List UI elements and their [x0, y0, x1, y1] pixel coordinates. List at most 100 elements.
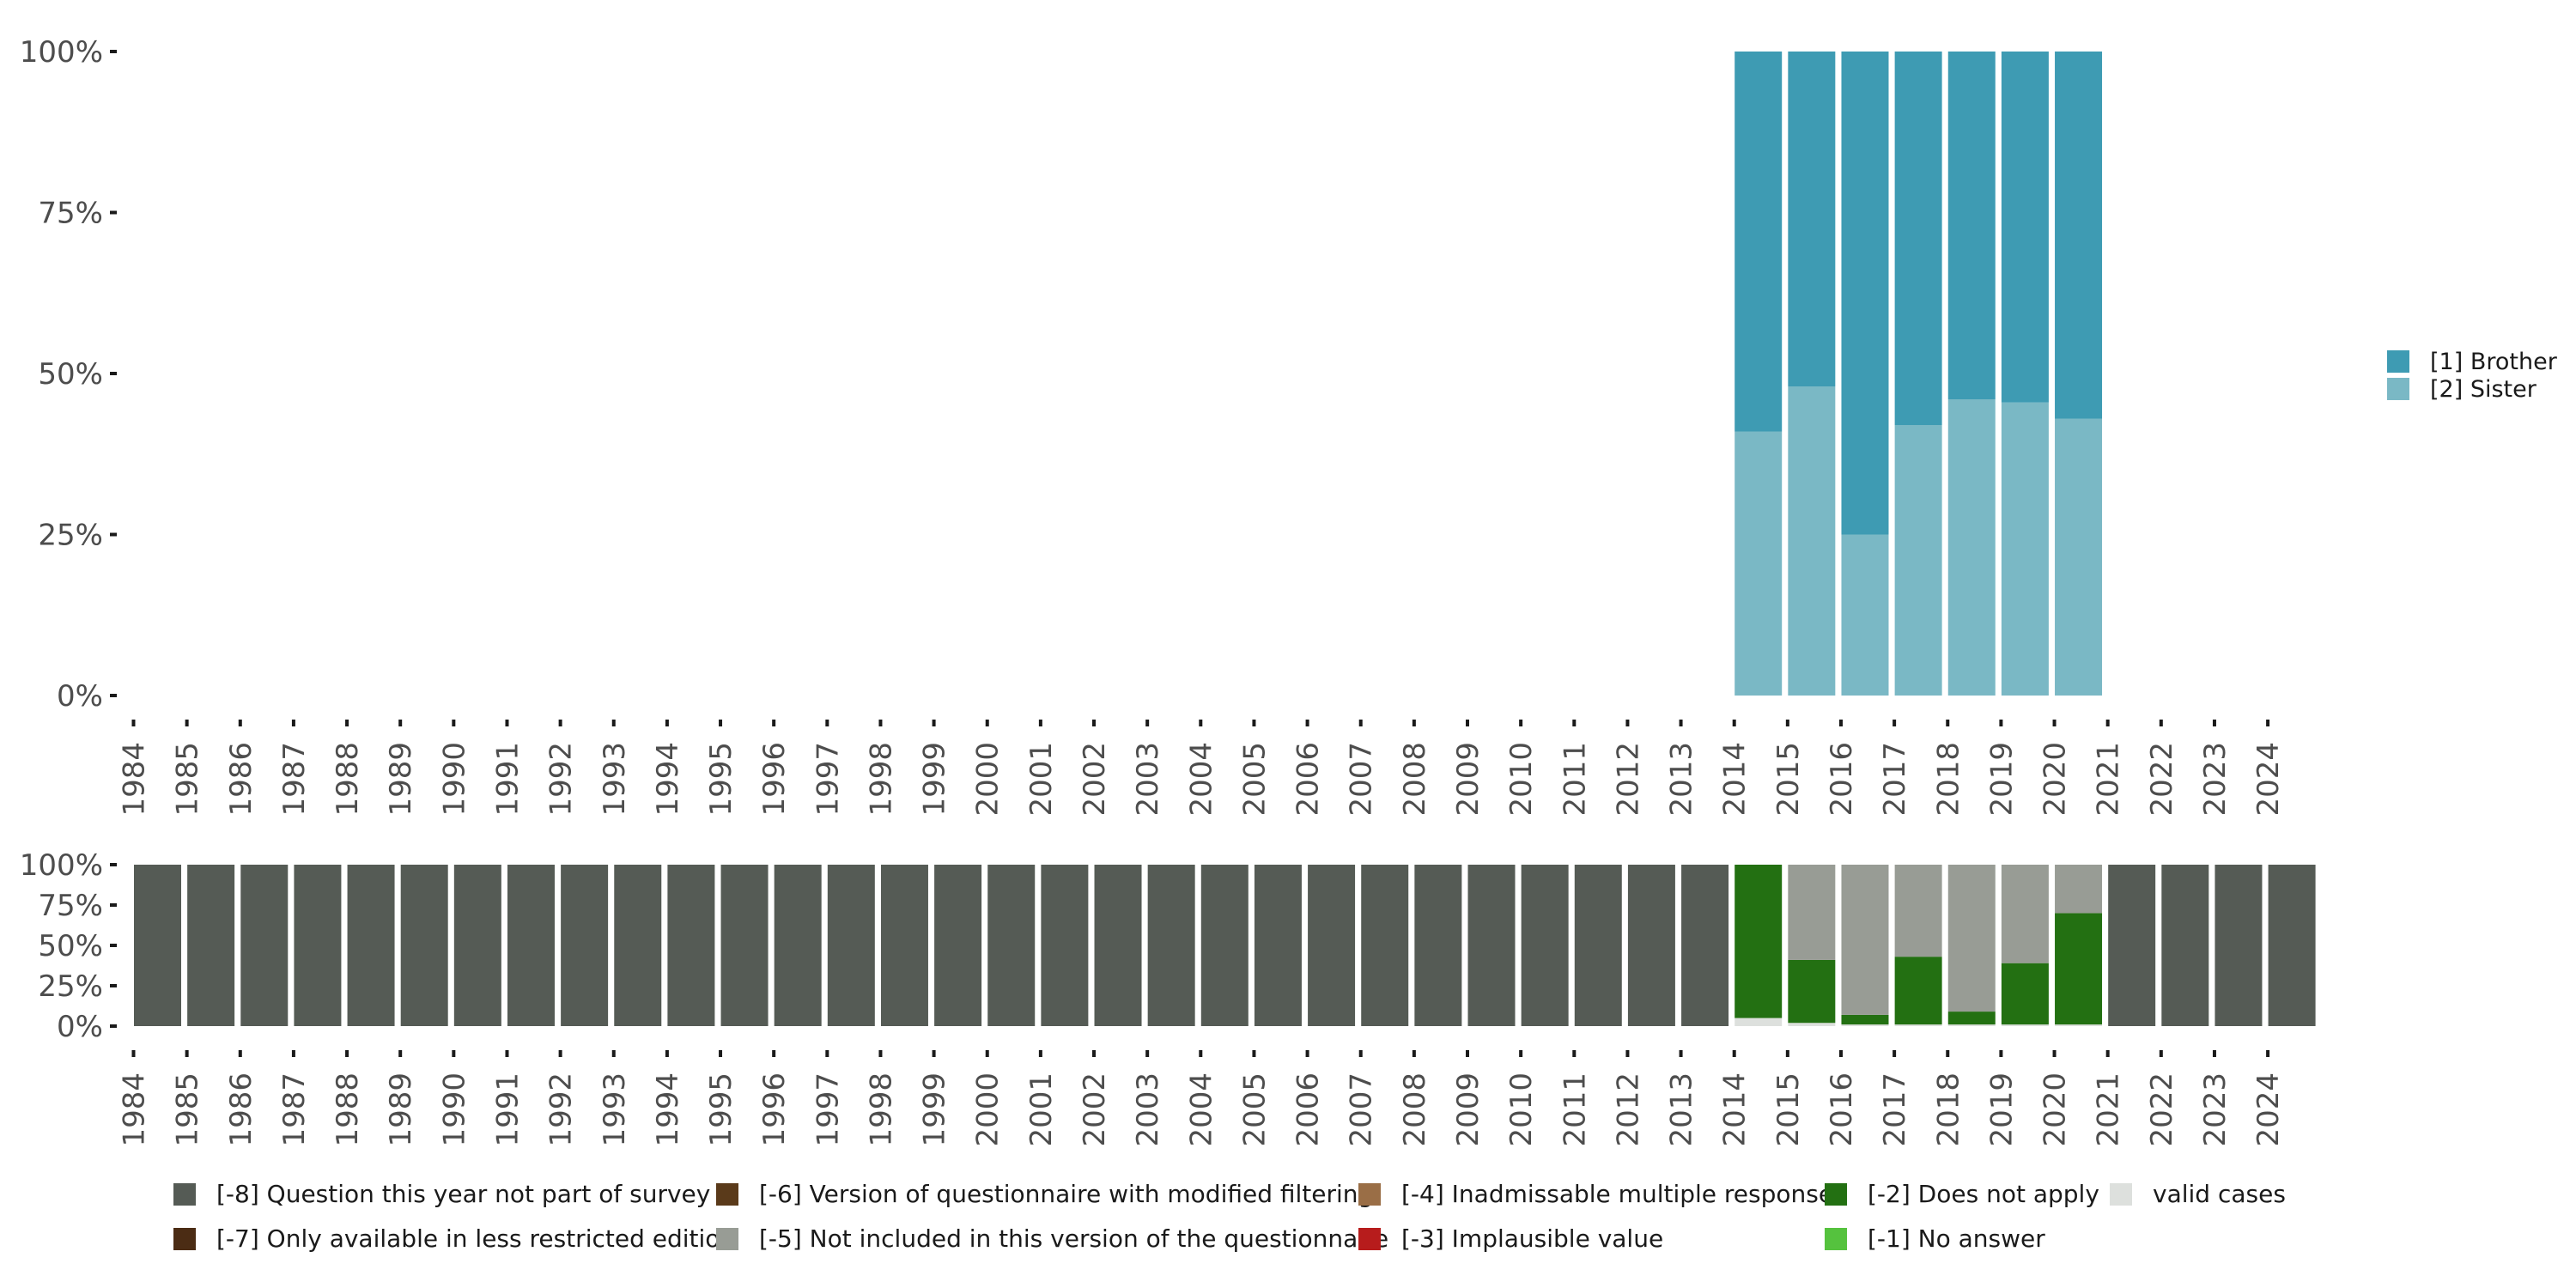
bar-segment	[561, 865, 609, 1026]
x-tick-label: 2003	[1131, 1072, 1165, 1147]
x-tick-label: 1992	[544, 1072, 579, 1147]
x-tick-label: 1990	[437, 742, 471, 817]
x-tick-label: 1984	[118, 1072, 152, 1147]
y-tick-label: 100%	[20, 35, 103, 70]
bar-segment	[2001, 1024, 2049, 1026]
bar-segment	[1841, 52, 1889, 535]
bar-segment	[987, 865, 1036, 1026]
bar-segment	[1947, 865, 1996, 1012]
legend-label: [-5] Not included in this version of the…	[759, 1224, 1388, 1253]
x-tick-label: 1997	[811, 1072, 845, 1147]
x-tick-label: 2009	[1451, 742, 1485, 817]
legend-swatch	[716, 1228, 738, 1250]
bar-segment	[400, 865, 448, 1026]
legend-swatch	[173, 1228, 196, 1250]
x-tick-label: 1991	[490, 742, 525, 817]
bar-segment	[2108, 865, 2156, 1026]
x-tick-label: 2011	[1558, 1072, 1592, 1147]
x-tick-label: 1992	[544, 742, 579, 817]
x-tick-label: 2017	[1878, 742, 1912, 817]
bar-segment	[294, 865, 342, 1026]
x-tick-label: 2015	[1771, 742, 1806, 817]
x-tick-label: 2013	[1665, 742, 1699, 817]
bar-segment	[1735, 1018, 1783, 1026]
bar-segment	[1308, 865, 1356, 1026]
bottom-chart: 0% 25% 50% 75% 100% 1984 1985 1986 1987 1988 1989 1…	[20, 848, 2316, 1147]
x-tick-label: 2021	[2092, 742, 2126, 817]
x-tick-label: 2018	[1931, 1072, 1965, 1147]
x-tick-label: 1998	[864, 1072, 898, 1147]
x-tick-label: 2022	[2145, 742, 2179, 817]
bar-segment	[1841, 865, 1889, 1015]
bar-segment	[1788, 386, 1836, 696]
legend-label: [-8] Question this year not part of surv…	[216, 1180, 710, 1208]
bar-segment	[1681, 865, 1729, 1026]
bar-segment	[2001, 963, 2049, 1025]
bar-segment	[827, 865, 875, 1026]
x-tick-label: 1998	[864, 742, 898, 817]
y-tick-label: 0%	[57, 679, 103, 714]
y-tick-label: 25%	[38, 969, 103, 1004]
x-tick-label: 1987	[277, 742, 312, 817]
bar-segment	[1147, 865, 1195, 1026]
bar-segment	[1361, 865, 1409, 1026]
bar-segment	[2001, 402, 2049, 696]
bar-segment	[2055, 913, 2103, 1025]
bar-segment	[1788, 959, 1836, 1024]
top-legend: [1] Brother[2] Sister	[2387, 349, 2558, 403]
bar-segment	[187, 865, 235, 1026]
x-tick-label: 2001	[1024, 742, 1059, 817]
bar-segment	[347, 865, 395, 1026]
bar-segment	[1894, 957, 1942, 1025]
bar-segment	[1735, 865, 1783, 1018]
x-tick-label: 2013	[1665, 1072, 1699, 1147]
y-tick-label: 100%	[20, 848, 103, 883]
x-tick-label: 1995	[704, 1072, 738, 1147]
bar-segment	[2055, 865, 2103, 914]
bar-segment	[507, 865, 555, 1026]
bar-segment	[1841, 1014, 1889, 1025]
x-tick-label: 1994	[651, 1072, 685, 1147]
bar-segment	[2055, 1024, 2103, 1026]
bar-segment	[1788, 1023, 1836, 1026]
legend-swatch	[1825, 1228, 1847, 1250]
bar-segment	[774, 865, 822, 1026]
x-tick-label: 2006	[1291, 742, 1326, 817]
bar-segment	[2055, 52, 2103, 419]
bar-segment	[667, 865, 715, 1026]
x-tick-label: 1999	[918, 742, 952, 817]
legend-label: valid cases	[2153, 1180, 2286, 1208]
legend-label: [-6] Version of questionnaire with modif…	[759, 1180, 1373, 1208]
bar-segment	[1094, 865, 1142, 1026]
x-tick-label: 2018	[1931, 742, 1965, 817]
bar-segment	[720, 865, 769, 1026]
x-tick-label: 1985	[171, 1072, 205, 1147]
x-tick-label: 2010	[1504, 1072, 1539, 1147]
y-tick-label: 75%	[38, 889, 103, 923]
bar-segment	[1947, 1024, 1996, 1026]
bar-segment	[1894, 865, 1942, 957]
x-tick-label: 1988	[331, 1072, 365, 1147]
x-tick-label: 2007	[1345, 742, 1379, 817]
x-tick-label: 2017	[1878, 1072, 1912, 1147]
x-tick-label: 1997	[811, 742, 845, 817]
bar-segment	[2001, 52, 2049, 403]
x-tick-label: 2020	[2038, 1072, 2073, 1147]
legend-label: [-7] Only available in less restricted e…	[216, 1224, 735, 1253]
bar-segment	[134, 865, 181, 1026]
x-tick-label: 2014	[1718, 1072, 1753, 1147]
x-tick-label: 2001	[1024, 1072, 1059, 1147]
bar-segment	[1254, 865, 1302, 1026]
legend-swatch	[2387, 378, 2409, 400]
x-tick-label: 2012	[1611, 742, 1645, 817]
x-tick-label: 2024	[2251, 742, 2286, 817]
bar-segment	[614, 865, 662, 1026]
x-tick-label: 1987	[277, 1072, 312, 1147]
bar-segment	[1947, 399, 1996, 696]
x-tick-label: 2021	[2092, 1072, 2126, 1147]
x-tick-label: 2019	[1984, 742, 2019, 817]
bar-segment	[1200, 865, 1249, 1026]
x-tick-label: 1986	[224, 742, 258, 817]
y-tick-label: 50%	[38, 357, 103, 392]
x-tick-label: 2014	[1718, 742, 1753, 817]
